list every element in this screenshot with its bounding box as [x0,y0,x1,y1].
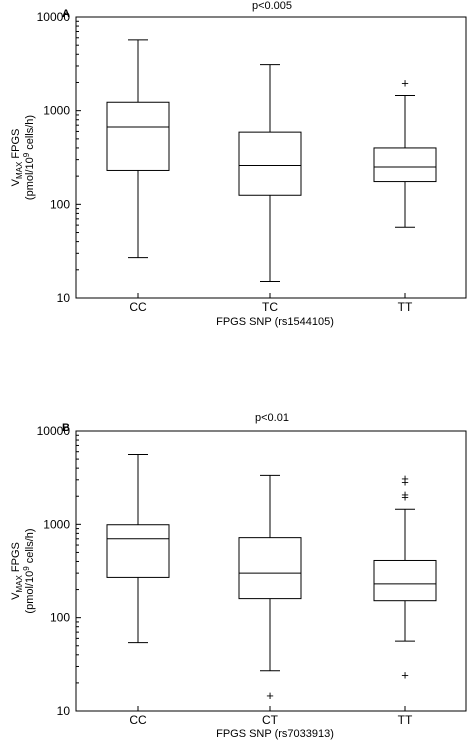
y-tick-label: 10 [57,291,71,305]
outlier-marker: + [401,76,409,91]
plot-frame [75,430,467,712]
y-tick-label: 10 [57,704,71,718]
x-tick-label: TT [398,300,413,314]
box-iqr [106,101,170,171]
y-tick-label: 10000 [37,10,71,24]
box-iqr [373,559,437,602]
y-axis-label-line2: (pmol/109 cells/h) [22,115,36,200]
x-tick-label: TC [262,300,278,314]
y-tick-label: 1000 [43,517,70,531]
outlier-marker: + [401,471,409,486]
x-tick-label: CC [129,300,147,314]
plot-frame [75,16,467,299]
y-axis-label-line1: VMAX FPGS [10,129,24,187]
outlier-marker: + [401,475,409,490]
y-tick-label: 100 [50,611,70,625]
box-iqr [106,524,170,578]
y-axis-label: VMAX FPGS(pmol/109 cells/h) [10,528,36,613]
outlier-marker: + [401,487,409,502]
y-axis-label-line2: (pmol/109 cells/h) [22,528,36,613]
box-iqr [373,147,437,183]
p-value-annotation: p<0.01 [255,412,289,424]
y-tick-label: 100 [50,197,70,211]
box-iqr [238,537,302,600]
box-iqr [238,131,302,196]
p-value-annotation: p<0.005 [252,0,292,12]
panel-label: B [62,422,70,434]
panel-label: A [62,8,70,20]
y-tick-label: 10000 [37,424,71,438]
x-tick-label: TT [398,713,413,727]
y-axis-label-line1: VMAX FPGS [10,542,24,600]
outlier-marker: + [401,668,409,683]
x-axis-label: FPGS SNP (rs7033913) [216,728,334,740]
y-tick-label: 1000 [43,104,70,118]
y-axis-label: VMAX FPGS(pmol/109 cells/h) [10,115,36,200]
chart-panel-a: 10 100 1000 10000 CC TC + TT FPGS SNP (rs1544105… [10,0,467,328]
x-axis-label: FPGS SNP (rs1544105) [216,316,334,328]
x-tick-label: CC [129,713,147,727]
outlier-marker: + [401,489,409,504]
x-tick-label: CT [262,713,279,727]
outlier-marker: + [266,688,274,703]
